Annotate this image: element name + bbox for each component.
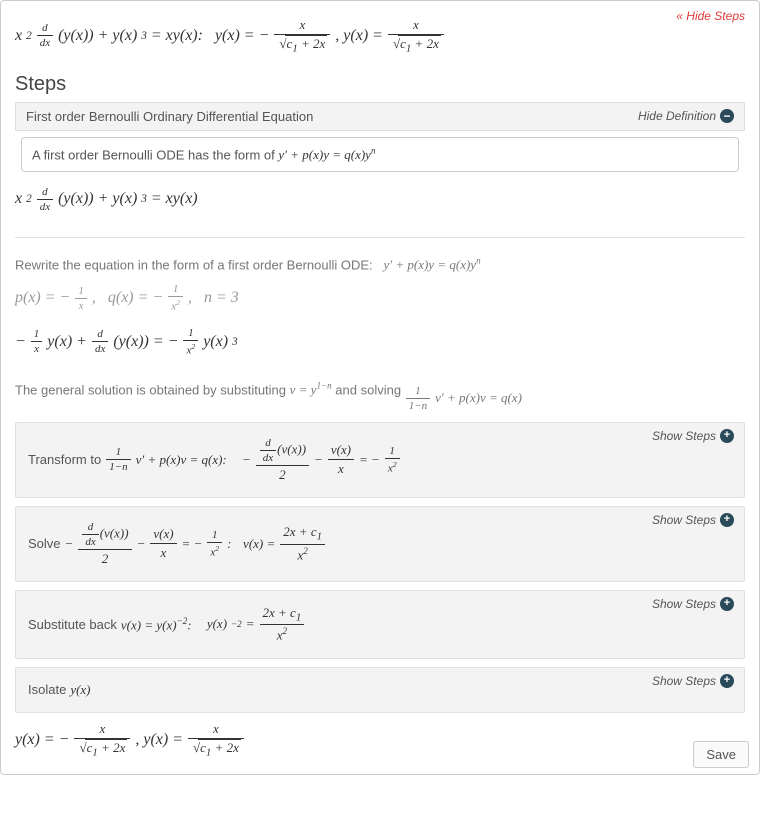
plus-icon: + (720, 597, 734, 611)
show-steps-label: Show Steps (652, 597, 716, 611)
show-steps-label: Show Steps (652, 513, 716, 527)
separator (15, 237, 745, 238)
section-title: First order Bernoulli Ordinary Different… (26, 109, 313, 124)
plus-icon: + (720, 429, 734, 443)
show-steps-link-1[interactable]: Show Steps + (652, 429, 734, 443)
narrative-2b: and solving (335, 382, 404, 397)
step3-label: Substitute back (28, 617, 117, 632)
step-box-isolate: Show Steps + Isolate y(x) (15, 667, 745, 713)
plus-icon: + (720, 513, 734, 527)
plus-icon: + (720, 674, 734, 688)
steps-heading: Steps (15, 73, 745, 96)
definition-box: A first order Bernoulli ODE has the form… (21, 137, 739, 172)
definition-text: A first order Bernoulli ODE has the form… (32, 147, 278, 162)
narrative-2: The general solution is obtained by subs… (15, 381, 745, 412)
hide-definition-link[interactable]: Hide Definition − (638, 109, 734, 123)
hide-steps-link[interactable]: « Hide Steps (676, 9, 745, 23)
step-box-solve: Show Steps + Solve − ddx(v(x))2 − v(x)x … (15, 506, 745, 582)
show-steps-link-2[interactable]: Show Steps + (652, 513, 734, 527)
definition-math: y′ + p(x)y = q(x)yn (278, 147, 375, 162)
show-steps-label: Show Steps (652, 674, 716, 688)
narrative-1: Rewrite the equation in the form of a fi… (15, 256, 745, 273)
step2-label: Solve (28, 536, 61, 551)
step4-label: Isolate (28, 682, 66, 697)
hide-definition-label: Hide Definition (638, 109, 716, 123)
pqn-values: p(x) = −1x, q(x) = −1x2, n = 3 (15, 283, 745, 313)
section-header: First order Bernoulli Ordinary Different… (15, 102, 745, 131)
restated-equation: x2 ddx (y(x)) + y(x)3 = xy(x) (15, 186, 745, 213)
show-steps-link-4[interactable]: Show Steps + (652, 674, 734, 688)
step1-label: Transform to (28, 452, 101, 467)
solution-panel: « Hide Steps x2 ddx (y(x)) + y(x)3 = xy(… (0, 0, 760, 775)
show-steps-link-3[interactable]: Show Steps + (652, 597, 734, 611)
step-box-substitute: Show Steps + Substitute back v(x) = y(x)… (15, 590, 745, 659)
rewritten-equation: −1x y(x) + ddx(y(x)) = −1x2 y(x)3 (15, 327, 745, 357)
save-button[interactable]: Save (693, 741, 749, 768)
step-box-transform: Show Steps + Transform to 11−n v′ + p(x)… (15, 422, 745, 498)
problem-equation: x2 ddx (y(x)) + y(x)3 = xy(x): y(x) = − … (15, 17, 745, 55)
minus-icon: − (720, 109, 734, 123)
narrative-1-text: Rewrite the equation in the form of a fi… (15, 257, 373, 272)
show-steps-label: Show Steps (652, 429, 716, 443)
narrative-2a: The general solution is obtained by subs… (15, 382, 290, 397)
final-answer: y(x) = − xc1 + 2x , y(x) = xc1 + 2x (15, 721, 745, 759)
